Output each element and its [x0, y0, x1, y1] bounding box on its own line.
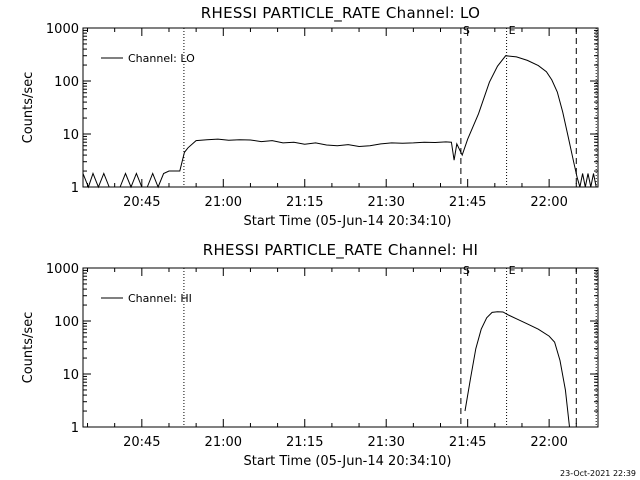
x-tick-label: 22:00 [530, 195, 567, 210]
y-tick-label: 10 [62, 368, 79, 383]
x-tick-label: 21:45 [449, 195, 486, 210]
y-axis-label: Counts/sec [21, 72, 36, 144]
x-tick-label: 21:30 [367, 435, 404, 450]
series-line-lo [82, 55, 597, 189]
x-tick-label: 20:45 [123, 195, 160, 210]
x-axis: 20:45 21:00 21:15 21:30 21:45 22:00 [87, 28, 577, 210]
y-tick-label: 100 [54, 315, 79, 330]
x-axis-label: Start Time (05-Jun-14 20:34:10) [244, 214, 452, 229]
end-marker-label: E [509, 264, 516, 277]
start-marker-label: S [463, 264, 470, 277]
x-tick-label: 20:45 [123, 435, 160, 450]
y-tick-label: 1 [71, 181, 79, 196]
legend-entry: Channel: HI [128, 292, 192, 305]
y-axis-label: Counts/sec [21, 312, 36, 384]
panel-lo: RHESSI PARTICLE_RATE Channel: LO 1101001… [21, 4, 599, 229]
series-line-hi [464, 311, 570, 428]
y-tick-label: 1000 [46, 262, 79, 277]
y-tick-label: 100 [54, 75, 79, 90]
chart-title: RHESSI PARTICLE_RATE Channel: LO [201, 4, 480, 23]
y-axis: 1 10 100 1000 [46, 22, 598, 196]
x-tick-label: 21:30 [367, 195, 404, 210]
plot-frame [82, 27, 599, 188]
legend-entry: Channel: LO [128, 52, 195, 65]
chart-title: RHESSI PARTICLE_RATE Channel: HI [203, 241, 479, 260]
plot-frame [82, 267, 599, 428]
footer-timestamp: 23-Oct-2021 22:39 [560, 469, 636, 478]
x-tick-label: 21:15 [286, 435, 323, 450]
y-axis: 1 10 100 1000 [46, 262, 598, 436]
start-marker-label: S [463, 24, 470, 37]
y-tick-label: 1000 [46, 22, 79, 37]
x-tick-label: 21:45 [449, 435, 486, 450]
y-tick-label: 10 [62, 128, 79, 143]
x-axis: 20:45 21:00 21:15 21:30 21:45 22:00 [87, 268, 577, 450]
panel-hi: RHESSI PARTICLE_RATE Channel: HI 1101001… [21, 241, 599, 469]
end-marker-label: E [509, 24, 516, 37]
x-tick-label: 22:00 [530, 435, 567, 450]
y-tick-label: 1 [71, 421, 79, 436]
x-tick-label: 21:15 [286, 195, 323, 210]
x-tick-label: 21:00 [205, 435, 242, 450]
x-axis-label: Start Time (05-Jun-14 20:34:10) [244, 454, 452, 469]
x-tick-label: 21:00 [205, 195, 242, 210]
